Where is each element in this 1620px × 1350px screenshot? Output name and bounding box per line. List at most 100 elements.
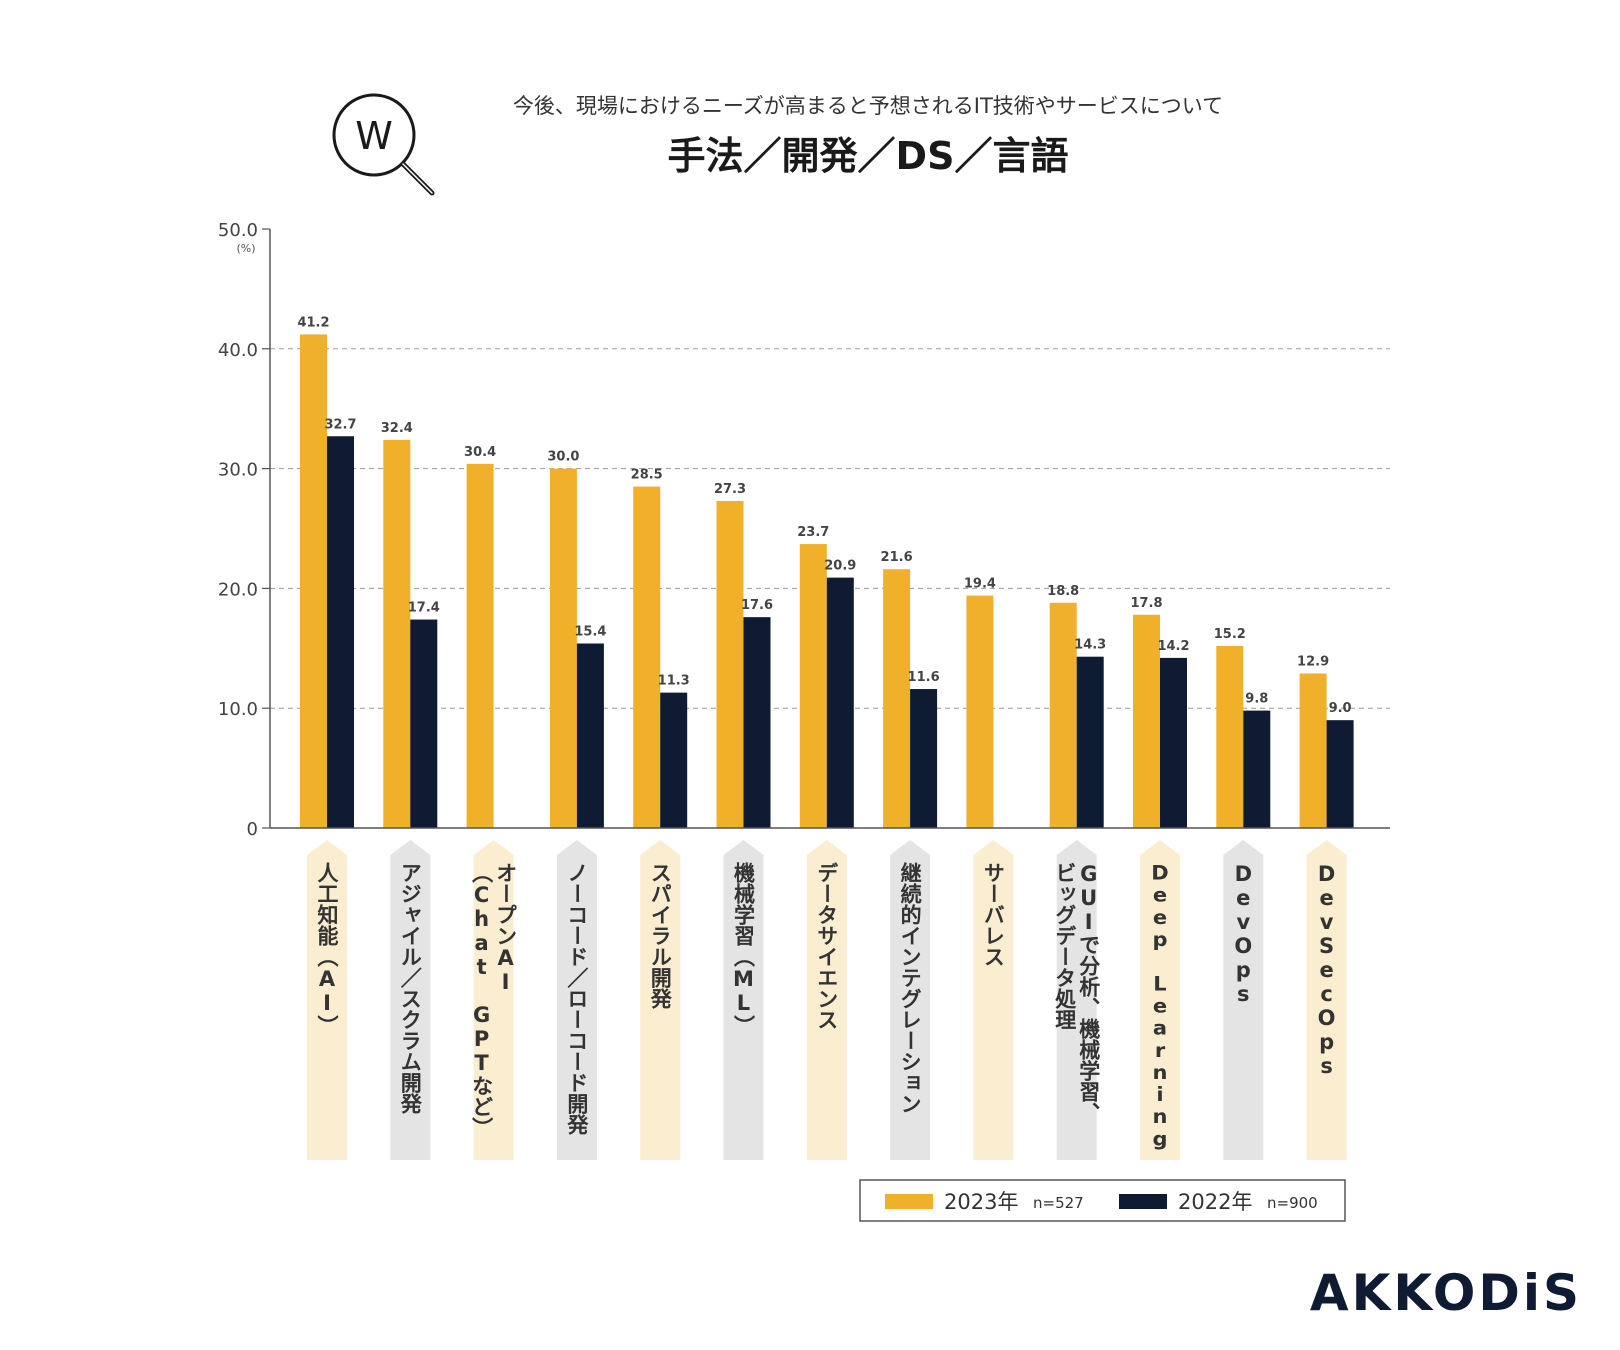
legend-label-2022: 2022年 xyxy=(1178,1190,1252,1214)
bar-2022 xyxy=(1326,720,1354,828)
bar-value-label: 30.0 xyxy=(547,450,579,465)
bar-2022 xyxy=(743,617,771,828)
bar-2023 xyxy=(1133,614,1160,828)
category-label: 継続的インテグレーション xyxy=(898,861,922,1114)
y-tick-label: 10.0 xyxy=(218,699,258,720)
bar-2023 xyxy=(383,439,411,828)
chart-subtitle: 今後、現場におけるニーズが高まると予想されるIT技術やサービスについて xyxy=(513,94,1223,118)
chart-title: 手法／開発／DS／言語 xyxy=(668,134,1069,178)
category-label: ノーコード／ローコード開発 xyxy=(565,862,590,1136)
y-tick-label: 40.0 xyxy=(218,340,258,361)
bar-2023 xyxy=(633,486,661,828)
category-arrow xyxy=(556,840,597,1160)
legend-swatch-2023 xyxy=(885,1194,933,1209)
bar-2023 xyxy=(883,569,911,828)
legend-box xyxy=(859,1179,1346,1222)
bar-value-label: 14.2 xyxy=(1157,639,1189,654)
y-tick-label: 0 xyxy=(247,819,258,840)
axes xyxy=(269,229,1390,829)
category-arrow xyxy=(723,840,764,1160)
category-label: データサイエンス xyxy=(815,861,839,1030)
bar-value-label: 17.6 xyxy=(741,598,773,613)
legend-n-2023: n=527 xyxy=(1033,1194,1084,1212)
category-label: サーバレス xyxy=(981,862,1005,967)
category-label: DevOps xyxy=(1231,862,1255,1006)
bar-value-label: 23.7 xyxy=(797,525,829,540)
bar-value-label: 27.3 xyxy=(714,482,746,497)
bar-value-label: 12.9 xyxy=(1297,654,1329,669)
y-tick-label: 30.0 xyxy=(218,460,258,481)
y-tick-label: 20.0 xyxy=(218,579,258,600)
bar-2023 xyxy=(466,463,494,828)
bar-value-label: 32.4 xyxy=(381,421,413,436)
bar-2022 xyxy=(327,436,354,828)
category-arrow xyxy=(890,840,931,1160)
bar-2022 xyxy=(910,689,938,828)
category-label: 人工知能（AI） xyxy=(315,862,339,1036)
category-arrow xyxy=(473,840,514,1160)
category-label: オープンAI xyxy=(494,862,518,994)
bar-value-label: 9.0 xyxy=(1329,701,1352,716)
bar-value-label: 41.2 xyxy=(297,315,329,330)
legend-n-2022: n=900 xyxy=(1267,1194,1318,1212)
category-label: ビッグデータ処理 xyxy=(1053,862,1077,1030)
category-label: DevSecOps xyxy=(1315,862,1339,1078)
bar-2023 xyxy=(549,468,577,828)
y-axis-unit: (%) xyxy=(236,242,255,255)
bar-value-label: 32.7 xyxy=(324,417,356,432)
category-label: GUIで分析、機械学習、 xyxy=(1077,862,1101,1123)
category-label: Deep Learning xyxy=(1148,862,1172,1150)
category-label: スパイラル開発 xyxy=(648,862,673,1010)
bar-2022 xyxy=(410,619,438,828)
brand-wordmark: AKKODiS xyxy=(1310,1264,1582,1322)
category-label: 機械学習（ML） xyxy=(732,861,756,1036)
bar-value-label: 11.6 xyxy=(908,670,940,685)
bar-2023 xyxy=(716,500,744,828)
bar-2022 xyxy=(826,577,854,828)
category-arrow xyxy=(1140,840,1180,1160)
bar-2023 xyxy=(1216,645,1244,828)
bar-2023 xyxy=(1299,673,1327,828)
category-arrow xyxy=(1056,840,1097,1160)
magnifier-logo-icon: W xyxy=(332,93,435,196)
category-label: （Chat GPTなど） xyxy=(470,862,494,1138)
category-arrow xyxy=(1223,840,1264,1160)
bar-2022 xyxy=(660,692,688,828)
category-label: アジャイル／スクラム開発 xyxy=(398,862,423,1115)
bar-value-label: 9.8 xyxy=(1245,692,1268,707)
bar-value-label: 14.3 xyxy=(1074,638,1106,653)
bar-value-label: 21.6 xyxy=(881,550,913,565)
legend-swatch-2022 xyxy=(1119,1194,1167,1209)
bar-value-label: 30.4 xyxy=(464,445,496,460)
bar-value-label: 28.5 xyxy=(631,468,663,483)
brand-logo: AKKODiS xyxy=(1310,1264,1582,1322)
category-arrow xyxy=(390,840,431,1160)
bar-value-label: 17.8 xyxy=(1130,596,1162,611)
bar-2023 xyxy=(300,334,327,828)
y-axis-ticks: 0 10.0 20.0 30.0 40.0 50.0 xyxy=(218,220,270,840)
bar-value-label: 15.4 xyxy=(574,625,606,640)
bar-value-label: 18.8 xyxy=(1047,584,1079,599)
bar-value-label: 17.4 xyxy=(408,601,440,616)
bar-2022 xyxy=(1076,656,1104,828)
bar-2022 xyxy=(1160,657,1187,828)
y-tick-label: 50.0 xyxy=(218,220,258,241)
category-arrow xyxy=(806,840,847,1160)
bars: 41.2 32.4 30.4 30.0 28.5 27.3 23.7 21.6 19.4 18.8… xyxy=(297,315,1354,828)
bar-value-label: 11.3 xyxy=(658,674,690,689)
bar-value-label: 15.2 xyxy=(1214,627,1246,642)
bar-value-label: 20.9 xyxy=(824,559,856,574)
category-labels: 人工知能（AI） アジャイル／スクラム開発 オープンAI（Chat GPTなど） ノー… xyxy=(307,840,1347,1160)
bar-2023 xyxy=(1049,602,1077,828)
bar-2022 xyxy=(1243,710,1271,828)
bar-2022 xyxy=(576,643,604,828)
category-arrow xyxy=(307,840,347,1160)
category-arrow xyxy=(973,840,1014,1160)
legend-label-2023: 2023年 xyxy=(944,1190,1018,1214)
legend: 2023年 n=527 2022年 n=900 xyxy=(859,1179,1346,1222)
bar-value-label: 19.4 xyxy=(964,577,996,592)
bar-2023 xyxy=(966,595,994,828)
logo-letter: W xyxy=(355,114,393,158)
category-arrow xyxy=(1306,840,1347,1160)
